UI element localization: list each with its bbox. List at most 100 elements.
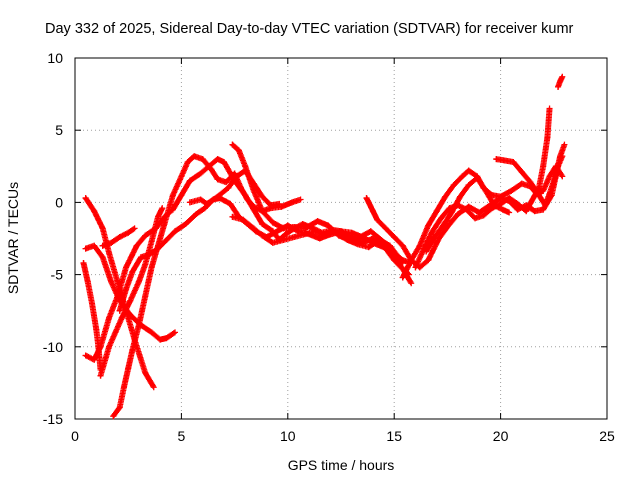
data-point [365, 244, 372, 251]
data-point [416, 242, 423, 249]
data-point [333, 229, 340, 236]
data-point [276, 200, 283, 207]
x-tick-label: 20 [493, 428, 509, 444]
series-17 [555, 73, 566, 90]
data-point [150, 384, 157, 391]
data-point [435, 235, 442, 242]
data-point [518, 180, 525, 187]
data-point [203, 200, 210, 207]
series-11 [229, 213, 406, 267]
data-point [237, 184, 244, 191]
x-tick-label: 15 [386, 428, 402, 444]
data-point [323, 232, 330, 239]
data-point [197, 196, 204, 203]
data-point [229, 141, 236, 148]
data-point [135, 278, 142, 285]
x-axis-ticks: 0 5 10 15 20 25 [71, 58, 615, 444]
data-point [463, 206, 470, 213]
series-trace [80, 260, 104, 372]
y-tick-label: -15 [43, 411, 63, 427]
y-tick-label: 5 [55, 122, 63, 138]
data-point [382, 225, 389, 232]
data-point [259, 208, 266, 215]
data-point [186, 177, 193, 184]
series-15 [423, 174, 513, 255]
data-point [559, 173, 566, 180]
data-point [506, 195, 513, 202]
data-series [80, 73, 568, 420]
data-point [91, 356, 98, 363]
data-point [99, 254, 106, 261]
data-point [472, 215, 479, 222]
data-point [148, 264, 155, 271]
data-point [440, 222, 447, 229]
data-point [259, 221, 266, 228]
data-point [133, 242, 140, 249]
series-7 [97, 205, 166, 379]
data-point [129, 346, 136, 353]
data-point [182, 221, 189, 228]
data-point [514, 200, 521, 207]
data-point [235, 147, 242, 154]
y-tick-label: 0 [55, 194, 63, 210]
data-point [269, 219, 276, 226]
data-point [89, 300, 96, 307]
data-point [355, 241, 362, 248]
data-point [191, 153, 198, 160]
data-point [442, 193, 449, 200]
data-point [408, 257, 415, 264]
data-point [123, 264, 130, 271]
data-point [127, 297, 134, 304]
data-point [535, 192, 542, 199]
data-point [97, 343, 104, 350]
data-point [291, 223, 298, 230]
data-point [93, 326, 100, 333]
data-point [376, 236, 383, 243]
data-point [142, 232, 149, 239]
y-axis-ticks: -15 -10 -5 0 5 10 [43, 50, 607, 427]
data-point [423, 248, 430, 255]
data-point [297, 196, 304, 203]
data-point [542, 202, 549, 209]
data-point [497, 200, 504, 207]
data-point [106, 314, 113, 321]
data-point [169, 206, 176, 213]
data-point [229, 213, 236, 220]
data-point [154, 245, 161, 252]
data-point [82, 352, 89, 359]
data-point [99, 242, 106, 249]
data-point [301, 225, 308, 232]
data-point [431, 234, 438, 241]
data-point [118, 314, 125, 321]
data-point [178, 173, 185, 180]
data-point [250, 187, 257, 194]
data-point [108, 278, 115, 285]
data-point [480, 212, 487, 219]
data-point [408, 280, 415, 287]
data-point [529, 196, 536, 203]
data-point [459, 173, 466, 180]
data-point [116, 404, 123, 411]
data-point [274, 228, 281, 235]
data-point [223, 179, 230, 186]
data-point [291, 234, 298, 241]
data-point [259, 193, 266, 200]
data-point [465, 167, 472, 174]
data-point [527, 179, 534, 186]
data-point [154, 213, 161, 220]
data-point [91, 242, 98, 249]
data-point [129, 268, 136, 275]
data-point [280, 236, 287, 243]
data-point [123, 286, 130, 293]
data-point [510, 158, 517, 165]
data-point [120, 384, 127, 391]
data-point [242, 163, 249, 170]
data-point [84, 278, 91, 285]
data-point [531, 208, 538, 215]
data-point [125, 365, 132, 372]
data-point [367, 228, 374, 235]
data-point [172, 228, 179, 235]
data-point [169, 192, 176, 199]
data-point [142, 261, 149, 268]
